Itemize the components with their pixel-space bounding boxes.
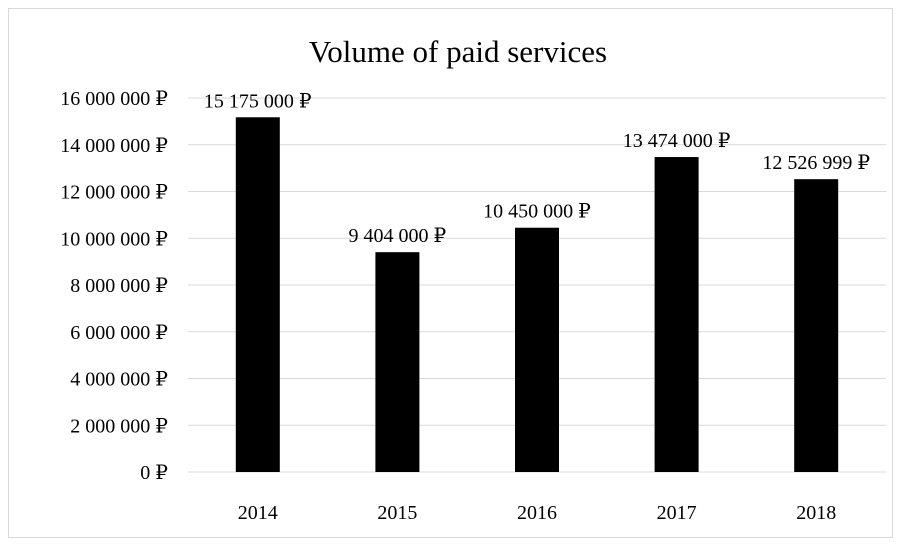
bar-2016 — [515, 227, 559, 472]
x-tick-label: 2017 — [657, 502, 697, 524]
y-tick-label: 2 000 000 ₽ — [70, 415, 168, 437]
bar-2018 — [794, 179, 839, 472]
y-tick-label: 4 000 000 ₽ — [70, 369, 168, 391]
bar-2017 — [654, 157, 699, 472]
data-labels: 15 175 000 ₽ 9 404 000 ₽ 10 450 000 ₽ 13 47… — [204, 90, 870, 247]
x-tick-label: 2014 — [238, 502, 278, 524]
data-label-2014: 15 175 000 ₽ — [204, 90, 312, 112]
data-label-2017: 13 474 000 ₽ — [623, 130, 731, 152]
data-label-2018: 12 526 999 ₽ — [762, 152, 870, 174]
y-tick-label: 8 000 000 ₽ — [70, 275, 168, 297]
bar-2014 — [235, 117, 280, 473]
y-tick-label: 6 000 000 ₽ — [70, 322, 168, 344]
y-axis-tick-labels: 0 ₽ 2 000 000 ₽ 4 000 000 ₽ 6 000 000 ₽ 8 00… — [60, 88, 168, 484]
data-label-2016: 10 450 000 ₽ — [483, 201, 591, 223]
y-tick-label: 16 000 000 ₽ — [60, 88, 168, 110]
y-tick-label: 10 000 000 ₽ — [60, 228, 168, 250]
y-tick-label: 12 000 000 ₽ — [60, 182, 168, 204]
chart-title: Volume of paid services — [309, 34, 607, 69]
x-tick-label: 2018 — [796, 502, 836, 524]
x-tick-label: 2015 — [377, 502, 417, 524]
chart-frame — [8, 8, 893, 538]
bar-2015 — [375, 252, 420, 472]
x-tick-label: 2016 — [517, 502, 557, 524]
bars — [235, 117, 839, 473]
data-label-2015: 9 404 000 ₽ — [349, 225, 447, 247]
y-tick-label: 14 000 000 ₽ — [60, 135, 168, 157]
y-tick-label: 0 ₽ — [140, 462, 168, 484]
x-axis-tick-labels: 2014 2015 2016 2017 2018 — [238, 502, 836, 524]
